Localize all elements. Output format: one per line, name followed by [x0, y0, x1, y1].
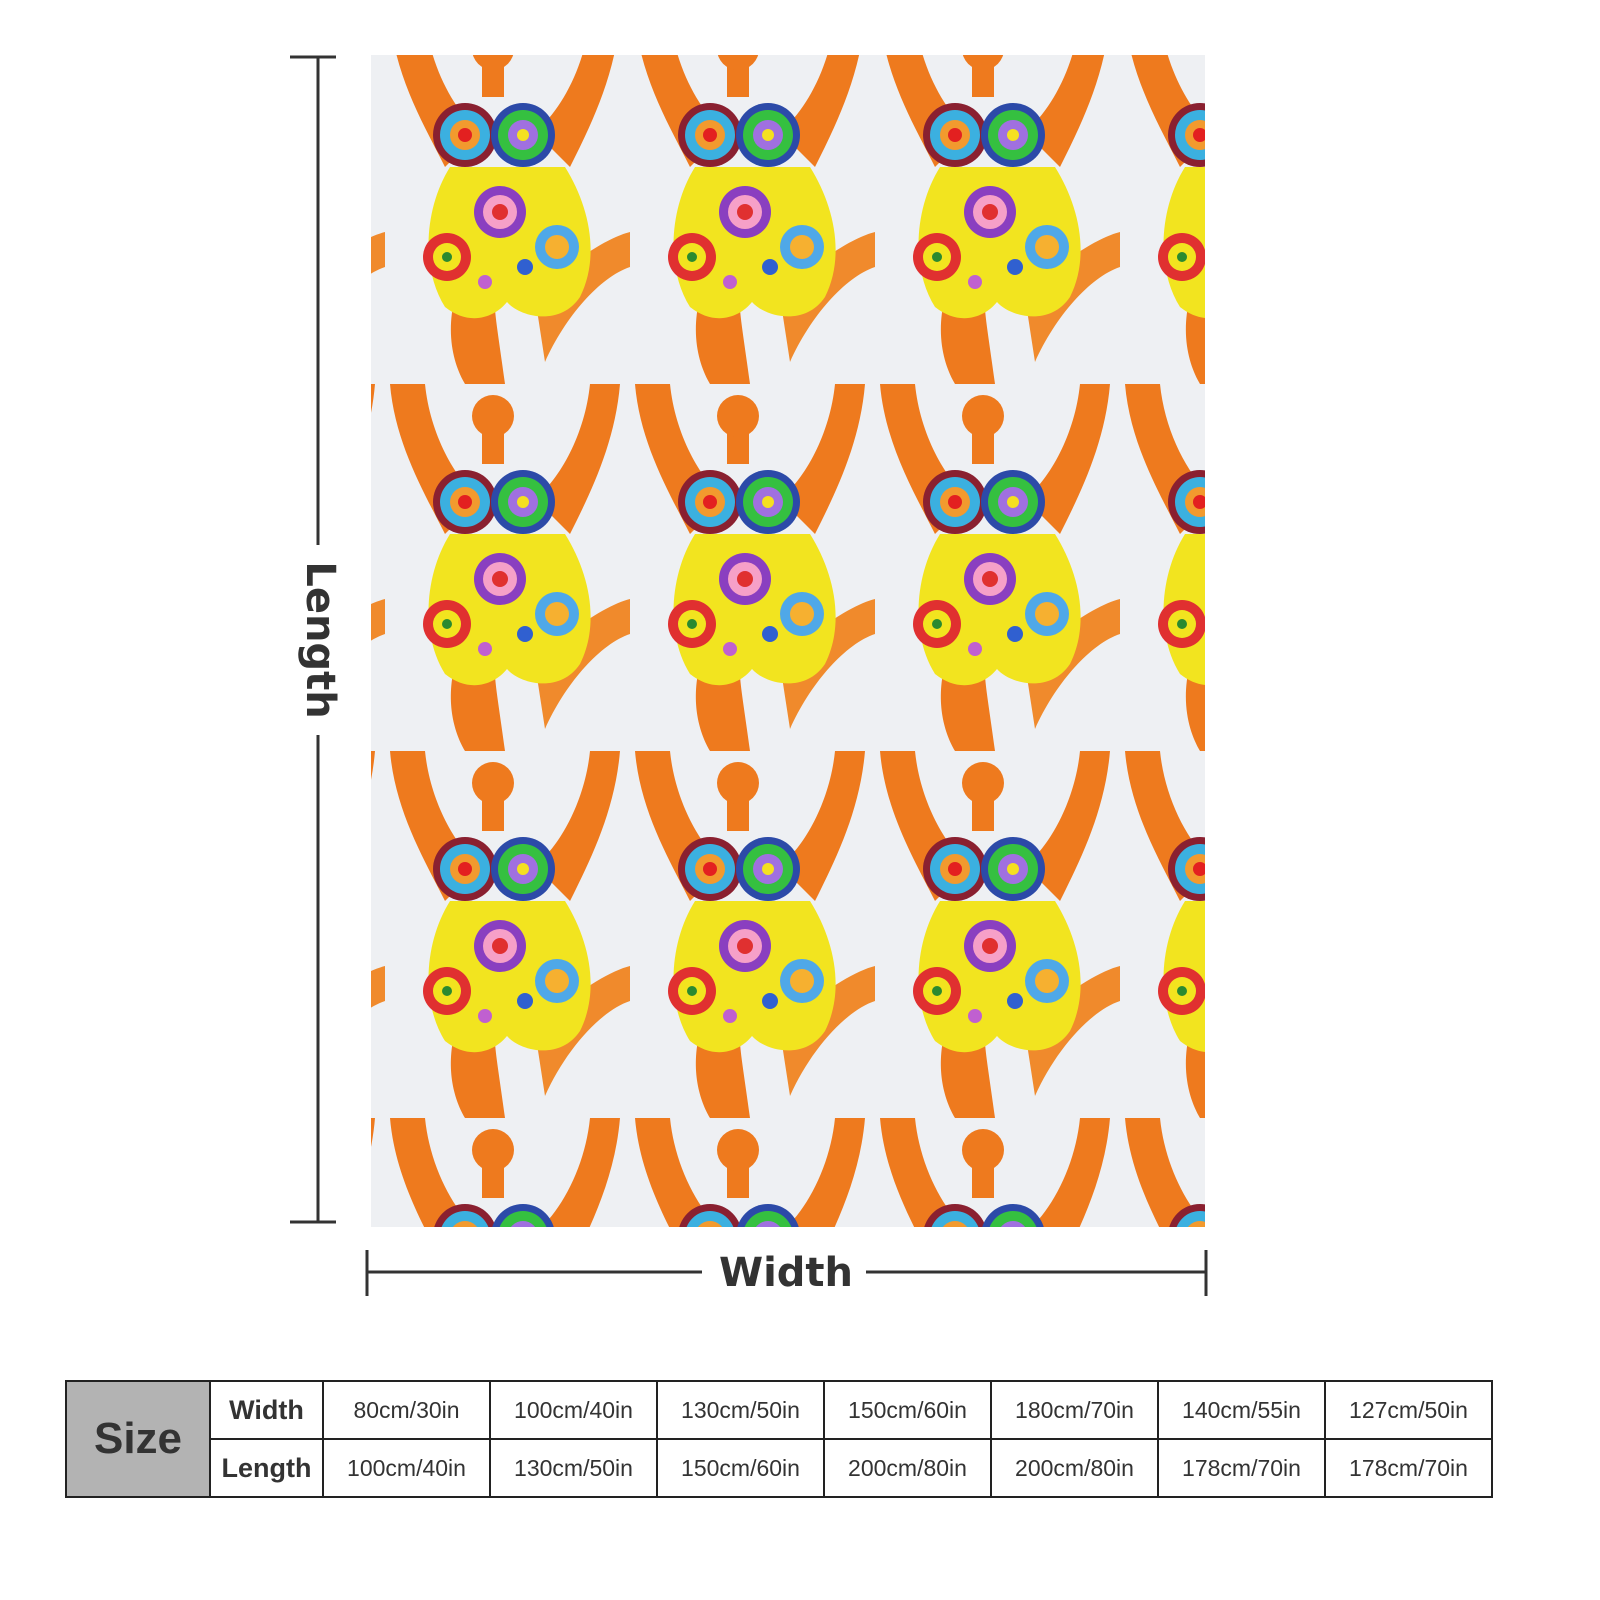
size-cell: 150cm/60in — [656, 1438, 825, 1498]
size-cell: 180cm/70in — [990, 1380, 1159, 1440]
pattern-tile — [630, 17, 875, 384]
size-table: Size Width 80cm/30in 100cm/40in 130cm/50in 15… — [65, 1380, 1493, 1498]
pattern-tile — [140, 384, 385, 751]
width-dimension — [365, 1250, 1208, 1296]
size-cell: 80cm/30in — [322, 1380, 491, 1440]
pattern-tile — [1120, 1118, 1365, 1340]
row-label: Length — [209, 1438, 324, 1498]
pattern-tile — [1120, 751, 1365, 1118]
size-cell: 200cm/80in — [990, 1438, 1159, 1498]
size-cell: 140cm/55in — [1157, 1380, 1326, 1440]
size-cell: 130cm/50in — [656, 1380, 825, 1440]
size-cell: 178cm/70in — [1324, 1438, 1493, 1498]
pattern-tile — [385, 384, 630, 751]
length-dimension — [290, 55, 336, 1224]
row-label: Width — [209, 1380, 324, 1440]
pattern-tile — [630, 1118, 875, 1340]
length-label: Length — [297, 561, 343, 718]
size-row: Size Width 80cm/30in 100cm/40in 130cm/50in 15… — [65, 1380, 1493, 1498]
size-table-body: Size Width 80cm/30in 100cm/40in 130cm/50in 15… — [65, 1380, 1493, 1498]
pattern-tile — [875, 751, 1120, 1118]
pattern-tile — [140, 1118, 385, 1340]
pattern-tile — [875, 1118, 1120, 1340]
pattern-tile — [385, 751, 630, 1118]
size-cell: 150cm/60in — [823, 1380, 992, 1440]
size-cell: 200cm/80in — [823, 1438, 992, 1498]
size-header: Size — [65, 1380, 211, 1498]
pattern-tile — [385, 17, 630, 384]
pattern-tile — [630, 751, 875, 1118]
size-cell: 127cm/50in — [1324, 1380, 1493, 1440]
width-label: Width — [719, 1250, 853, 1296]
product-illustration: Length Width — [140, 17, 1365, 1340]
size-row: Length 100cm/40in 130cm/50in 150cm/60in 200c… — [66, 1438, 1493, 1498]
pattern-tile — [875, 17, 1120, 384]
size-cell: 130cm/50in — [489, 1438, 658, 1498]
size-cell: 100cm/40in — [322, 1438, 491, 1498]
pattern-tile — [1120, 384, 1365, 751]
pattern-tile — [385, 1118, 630, 1340]
pattern-tile — [630, 384, 875, 751]
size-cell: 100cm/40in — [489, 1380, 658, 1440]
pattern-tile — [875, 384, 1120, 751]
pattern-tile — [140, 751, 385, 1118]
pattern-tile — [1120, 17, 1365, 384]
size-cell: 178cm/70in — [1157, 1438, 1326, 1498]
pattern-tile — [140, 17, 385, 384]
